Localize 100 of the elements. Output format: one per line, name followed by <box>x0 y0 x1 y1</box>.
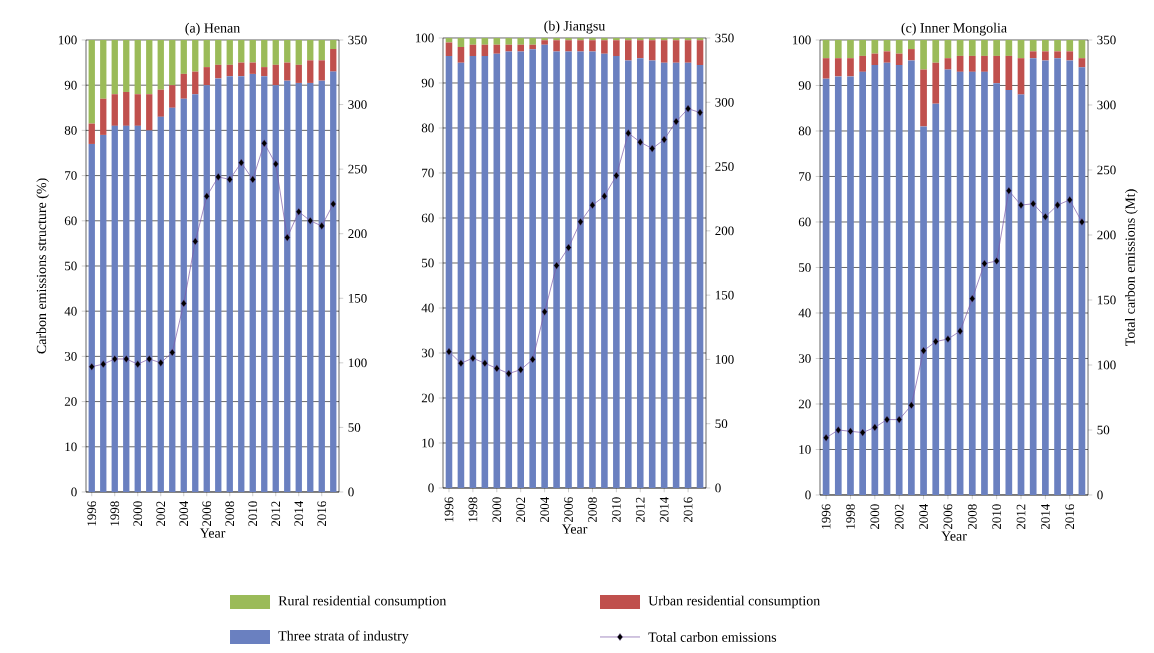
bar <box>249 39 256 63</box>
bar <box>648 40 656 61</box>
point <box>1066 196 1073 204</box>
bar <box>1054 39 1061 52</box>
bar <box>613 55 620 488</box>
bar <box>981 71 988 495</box>
y2-tick-label: 150 <box>348 293 367 303</box>
bar <box>180 73 187 99</box>
x-tick-label: 2010 <box>992 504 1002 530</box>
bar <box>1066 51 1074 61</box>
bar <box>613 37 620 41</box>
y2-tick-label: 350 <box>1097 35 1116 45</box>
x-tick-label: 1998 <box>846 504 855 529</box>
bar <box>272 85 279 492</box>
x-tick-label: 2014 <box>294 500 304 527</box>
y-tick-label: 0 <box>71 487 77 497</box>
x-tick-label: 1996 <box>821 504 831 529</box>
bar <box>284 62 291 81</box>
bar <box>1042 51 1049 61</box>
y2-tick-label: 100 <box>348 358 367 368</box>
bar <box>169 107 176 492</box>
x-tick-label: 2016 <box>317 501 327 527</box>
x-tick-label: 2000 <box>133 501 143 527</box>
point <box>859 428 866 437</box>
bar <box>1066 39 1074 52</box>
bar <box>895 65 903 495</box>
bar <box>601 53 608 488</box>
bar <box>238 39 245 63</box>
bar <box>307 39 314 61</box>
y-axis-title: Carbon emissions structure (%) <box>36 178 49 354</box>
x-tick-label: 2002 <box>894 504 904 530</box>
x-tick-label: 2012 <box>1016 504 1026 530</box>
y-tick-label: 20 <box>64 397 77 406</box>
bar <box>111 125 118 492</box>
y2-tick-label: 150 <box>715 290 734 300</box>
y2-tick-label: 50 <box>348 423 361 432</box>
bar <box>123 125 130 492</box>
x-tick-label: 2012 <box>271 501 281 527</box>
point <box>272 160 279 168</box>
bar <box>956 55 964 72</box>
bar <box>696 40 704 65</box>
point <box>661 135 668 144</box>
point <box>203 192 210 201</box>
bar <box>1005 55 1013 91</box>
point <box>835 426 842 434</box>
point <box>589 201 596 209</box>
bar <box>192 94 199 492</box>
point <box>330 200 337 208</box>
y-tick-label: 60 <box>798 217 811 227</box>
point <box>896 415 903 424</box>
bar <box>944 58 952 70</box>
bar <box>203 67 210 86</box>
bar <box>565 37 572 41</box>
bar <box>920 39 927 70</box>
bar <box>553 37 560 41</box>
x-tick-label: 1998 <box>468 497 478 522</box>
bar <box>457 37 465 47</box>
bar <box>956 71 964 495</box>
point <box>100 360 107 368</box>
bar <box>180 98 187 492</box>
bar <box>1005 90 1013 495</box>
x-tick-label: 2000 <box>870 504 880 530</box>
bar <box>215 64 222 79</box>
y-tick-label: 10 <box>422 438 434 448</box>
bar <box>493 44 501 54</box>
bar <box>226 76 233 492</box>
point <box>1018 201 1024 209</box>
point <box>517 365 524 374</box>
point <box>847 427 854 436</box>
bar <box>481 37 489 45</box>
bar <box>192 71 199 95</box>
bar <box>261 67 268 77</box>
point <box>945 335 951 343</box>
y-tick-label: 70 <box>422 168 434 178</box>
bar <box>295 64 302 83</box>
bar <box>908 49 915 61</box>
point <box>649 144 656 153</box>
bar <box>318 60 325 81</box>
point <box>993 257 1000 265</box>
point <box>238 158 245 167</box>
y2-tick-label: 250 <box>348 164 367 174</box>
x-tick-label: 2006 <box>564 497 573 523</box>
bar <box>261 39 268 68</box>
y2-tick-label: 50 <box>1097 425 1110 435</box>
bar <box>859 71 866 495</box>
bar <box>908 60 915 495</box>
bar <box>956 39 964 56</box>
point <box>169 348 176 357</box>
bar <box>636 58 644 488</box>
legend-label: Urban residential consumption <box>648 595 820 609</box>
bar <box>481 55 489 488</box>
bar <box>192 39 199 72</box>
bar <box>295 39 302 65</box>
bar <box>908 39 915 50</box>
bar <box>203 39 210 68</box>
bar <box>157 89 164 117</box>
bar <box>505 51 513 488</box>
bar <box>565 51 572 488</box>
y2-tick-label: 200 <box>715 226 734 236</box>
point <box>577 218 584 226</box>
